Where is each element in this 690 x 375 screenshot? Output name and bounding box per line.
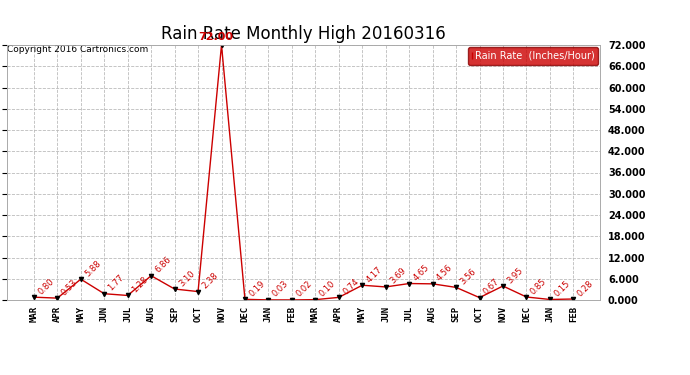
Text: Copyright 2016 Cartronics.com: Copyright 2016 Cartronics.com <box>7 45 148 54</box>
Text: 3.56: 3.56 <box>458 267 478 286</box>
Text: 3.10: 3.10 <box>177 268 197 288</box>
Text: 0.02: 0.02 <box>294 279 313 299</box>
Legend: Rain Rate  (Inches/Hour): Rain Rate (Inches/Hour) <box>468 47 598 65</box>
Text: 0.80: 0.80 <box>36 277 56 296</box>
Text: 1.28: 1.28 <box>130 275 150 294</box>
Text: 5.88: 5.88 <box>83 259 103 278</box>
Text: 0.28: 0.28 <box>575 279 595 298</box>
Text: 1.77: 1.77 <box>106 273 126 292</box>
Text: 72.00: 72.00 <box>198 32 233 42</box>
Text: 4.65: 4.65 <box>411 263 431 282</box>
Text: 0.53: 0.53 <box>59 278 79 297</box>
Text: 0.03: 0.03 <box>270 279 290 299</box>
Text: 0.10: 0.10 <box>317 279 337 298</box>
Text: 0.85: 0.85 <box>529 276 549 296</box>
Text: 0.74: 0.74 <box>341 277 361 296</box>
Text: 6.86: 6.86 <box>153 255 173 274</box>
Text: 4.56: 4.56 <box>435 263 455 283</box>
Text: 2.38: 2.38 <box>200 271 220 291</box>
Text: 0.15: 0.15 <box>552 279 571 298</box>
Title: Rain Rate Monthly High 20160316: Rain Rate Monthly High 20160316 <box>161 26 446 44</box>
Text: 4.17: 4.17 <box>364 265 384 284</box>
Text: 3.95: 3.95 <box>505 266 525 285</box>
Text: 3.69: 3.69 <box>388 266 408 286</box>
Text: 0.67: 0.67 <box>482 277 502 297</box>
Text: 0.19: 0.19 <box>247 279 266 298</box>
